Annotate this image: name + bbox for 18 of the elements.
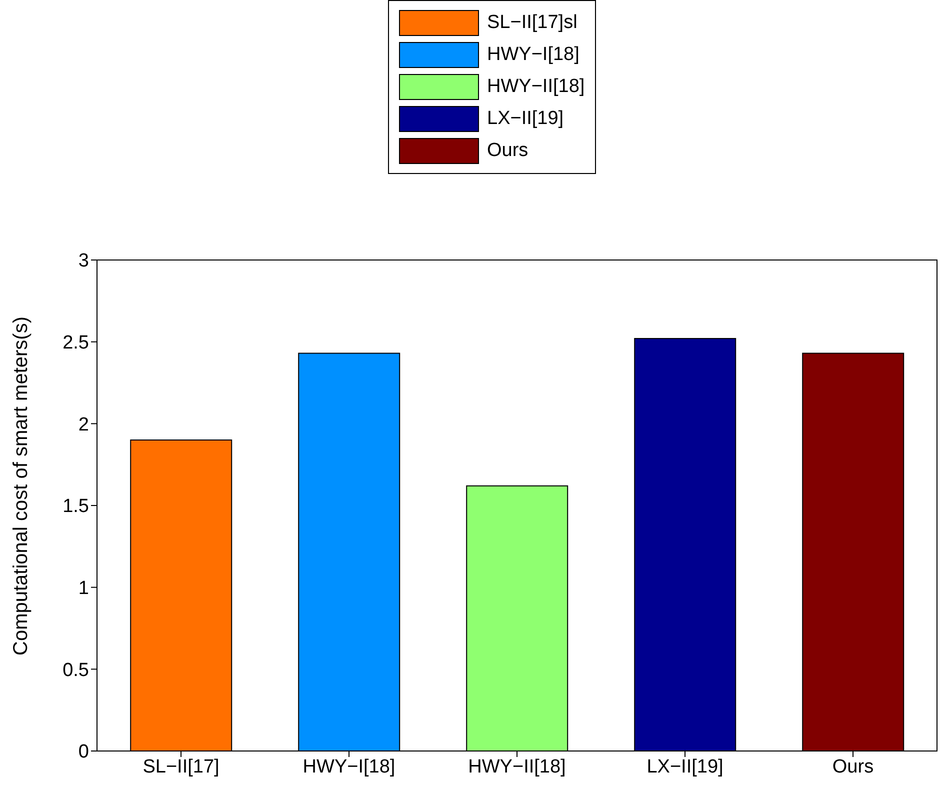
legend-label: HWY−I[18] [487,44,580,66]
legend-label: SL−II[17]sl [487,12,578,34]
x-tick-label: HWY−I[18] [302,756,396,778]
y-tick-label: 3 [78,250,89,272]
legend-label: LX−II[19] [487,108,564,130]
y-axis-title: Computational cost of smart meters(s) [10,316,32,656]
y-tick-label: 2 [78,414,89,436]
legend-label: HWY−II[18] [487,76,585,98]
y-tick-label: 1.5 [62,496,89,518]
x-tick-label: Ours [832,756,874,778]
x-tick-label: HWY−II[18] [468,756,566,778]
x-tick-label: LX−II[19] [646,756,724,778]
y-tick-label: 2.5 [62,332,89,354]
legend-label: Ours [487,140,528,162]
y-tick-label: 0 [78,742,89,763]
y-tick-label: 1 [78,578,89,600]
y-tick-label: 0.5 [62,660,89,681]
x-tick-label: SL−II[17] [142,756,220,778]
